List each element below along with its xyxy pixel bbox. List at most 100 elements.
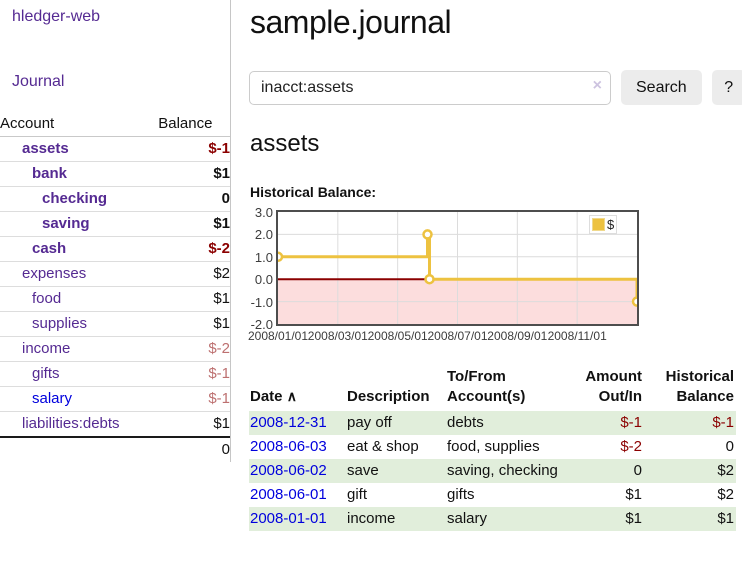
account-link-expenses[interactable]: expenses (22, 265, 87, 282)
sidebar-item-journal[interactable]: Journal (12, 73, 65, 90)
accounts-total-value: 0 (158, 436, 230, 462)
account-row: expenses $2 (0, 261, 230, 287)
chart-plot (276, 210, 639, 326)
account-balance: $-1 (158, 361, 230, 387)
account-link-salary[interactable]: salary (32, 390, 73, 407)
chart-legend: $ (589, 215, 618, 234)
transaction-date-cell: 2008-12-31 (249, 411, 346, 435)
register-table: Date ∧ Description To/From Account(s) Am… (249, 365, 736, 531)
account-link-assets[interactable]: assets (22, 140, 69, 157)
transaction-description-cell: income (346, 507, 446, 531)
account-balance: $1 (158, 411, 230, 437)
help-button[interactable]: ? (711, 70, 742, 105)
account-balance: $-2 (158, 236, 230, 262)
x-tick-label: 2008/11/01 (547, 329, 607, 343)
account-balance: 0 (158, 186, 230, 212)
legend-label: $ (607, 217, 615, 232)
search-input[interactable] (249, 70, 611, 105)
transaction-row: 2008-01-01 income salary $1 $1 (249, 507, 736, 531)
account-link-liabilities-debts[interactable]: liabilities:debts (22, 415, 120, 432)
account-link-gifts[interactable]: gifts (32, 365, 60, 382)
search-box: × (249, 70, 611, 105)
account-balance: $1 (158, 286, 230, 312)
register-header-description[interactable]: Description (347, 388, 430, 405)
transaction-accounts-cell: debts (446, 411, 566, 435)
accounts-table-body: assets $-1 bank $1 checking 0 saving $1 cash $-2 e… (0, 137, 230, 437)
account-balance: $-1 (158, 386, 230, 412)
search-button[interactable]: Search (621, 70, 702, 105)
account-row: supplies $1 (0, 311, 230, 337)
transaction-row: 2008-06-01 gift gifts $1 $2 (249, 483, 736, 507)
app-layout: hledger-web Journal Account Balance asse… (0, 0, 742, 531)
register-header-date[interactable]: Date ∧ (250, 388, 297, 405)
transaction-date-link[interactable]: 2008-12-31 (250, 414, 327, 431)
account-row: income $-2 (0, 336, 230, 362)
account-row: food $1 (0, 286, 230, 312)
transaction-description-cell: eat & shop (347, 438, 419, 455)
account-link-food[interactable]: food (32, 290, 62, 307)
historical-balance-chart: 3.0 2.0 1.0 0.0 -1.0 -2.0 2008/01/01 2008/03/0… (247, 206, 669, 345)
transaction-balance-cell: $-1 (644, 411, 736, 435)
transaction-amount-cell: 0 (566, 459, 644, 483)
transaction-amount-cell: $1 (566, 507, 644, 531)
transaction-date-cell: 2008-06-02 (249, 459, 346, 483)
account-balance: $1 (158, 211, 230, 237)
transaction-date-cell: 2008-06-01 (249, 483, 346, 507)
transaction-amount-cell: $-1 (566, 411, 644, 435)
account-balance: $2 (158, 261, 230, 287)
account-row: bank $1 (0, 161, 230, 187)
transaction-description-cell: pay off (346, 411, 446, 435)
transaction-balance-cell: $1 (644, 507, 736, 531)
account-row: cash $-2 (0, 236, 230, 262)
transaction-row: 2008-06-03 eat & shop food, supplies $-2 0 (249, 435, 736, 459)
account-link-income[interactable]: income (22, 340, 71, 357)
clear-search-icon[interactable]: × (592, 76, 602, 94)
accounts-header-balance: Balance (158, 112, 230, 137)
y-tick-label: 2.0 (254, 227, 273, 243)
y-tick-label: 1.0 (254, 249, 273, 265)
y-tick-label: 3.0 (254, 205, 273, 220)
account-row: liabilities:debts $1 (0, 411, 230, 437)
search-row: × Search ? (249, 70, 742, 105)
transaction-date-link[interactable]: 2008-06-01 (250, 486, 327, 503)
transaction-row: 2008-12-31 pay off debts $-1 $-1 (249, 411, 736, 435)
register-header-accounts[interactable]: To/From Account(s) (447, 368, 526, 405)
main-content: sample.journal × Search ? assets Histori… (231, 0, 742, 531)
y-tick-label: -2.0 (250, 317, 273, 332)
sidebar: hledger-web Journal Account Balance asse… (0, 0, 231, 462)
accounts-header-account: Account (0, 112, 159, 137)
transaction-accounts-cell: salary (446, 507, 566, 531)
transaction-description-cell: gift (347, 486, 368, 503)
x-tick-label: 2008/01/01 (247, 329, 309, 343)
account-row: assets $-1 (0, 137, 230, 162)
app-title-link[interactable]: hledger-web (12, 8, 101, 25)
account-link-supplies[interactable]: supplies (32, 315, 88, 332)
transaction-balance-cell: 0 (725, 438, 734, 455)
transaction-row: 2008-06-02 save saving, checking 0 $2 (249, 459, 736, 483)
register-table-body: 2008-12-31 pay off debts $-1 $-1 2008-06-03 ea… (249, 411, 736, 531)
transaction-date-link[interactable]: 2008-01-01 (250, 510, 327, 527)
x-tick-label: 2008/05/01 (367, 329, 428, 343)
x-tick-label: 2008/07/01 (427, 329, 488, 343)
account-title: assets (250, 130, 320, 157)
transaction-accounts-cell: food, supplies (447, 438, 540, 455)
account-row: checking 0 (0, 186, 230, 212)
transaction-accounts-cell: gifts (447, 486, 475, 503)
account-link-cash[interactable]: cash (32, 240, 67, 257)
account-link-saving[interactable]: saving (42, 215, 90, 232)
sort-ascending-icon: ∧ (286, 388, 297, 404)
transaction-balance-cell: $2 (717, 486, 734, 503)
account-link-bank[interactable]: bank (32, 165, 68, 182)
account-balance: $-1 (208, 140, 230, 157)
transaction-date-link[interactable]: 2008-06-02 (250, 462, 327, 479)
accounts-total-row: 0 (0, 436, 230, 462)
transaction-date-link[interactable]: 2008-06-03 (250, 438, 327, 455)
transaction-amount-cell: $1 (625, 486, 642, 503)
register-header-balance[interactable]: Historical Balance (665, 368, 734, 405)
x-tick-label: 2008/03/01 (307, 329, 368, 343)
y-tick-label: -1.0 (250, 294, 273, 310)
register-header-amount[interactable]: Amount Out/In (585, 368, 642, 405)
transaction-date-cell: 2008-06-03 (249, 435, 346, 459)
account-link-checking[interactable]: checking (42, 190, 108, 207)
transaction-accounts-cell: saving, checking (446, 459, 566, 483)
